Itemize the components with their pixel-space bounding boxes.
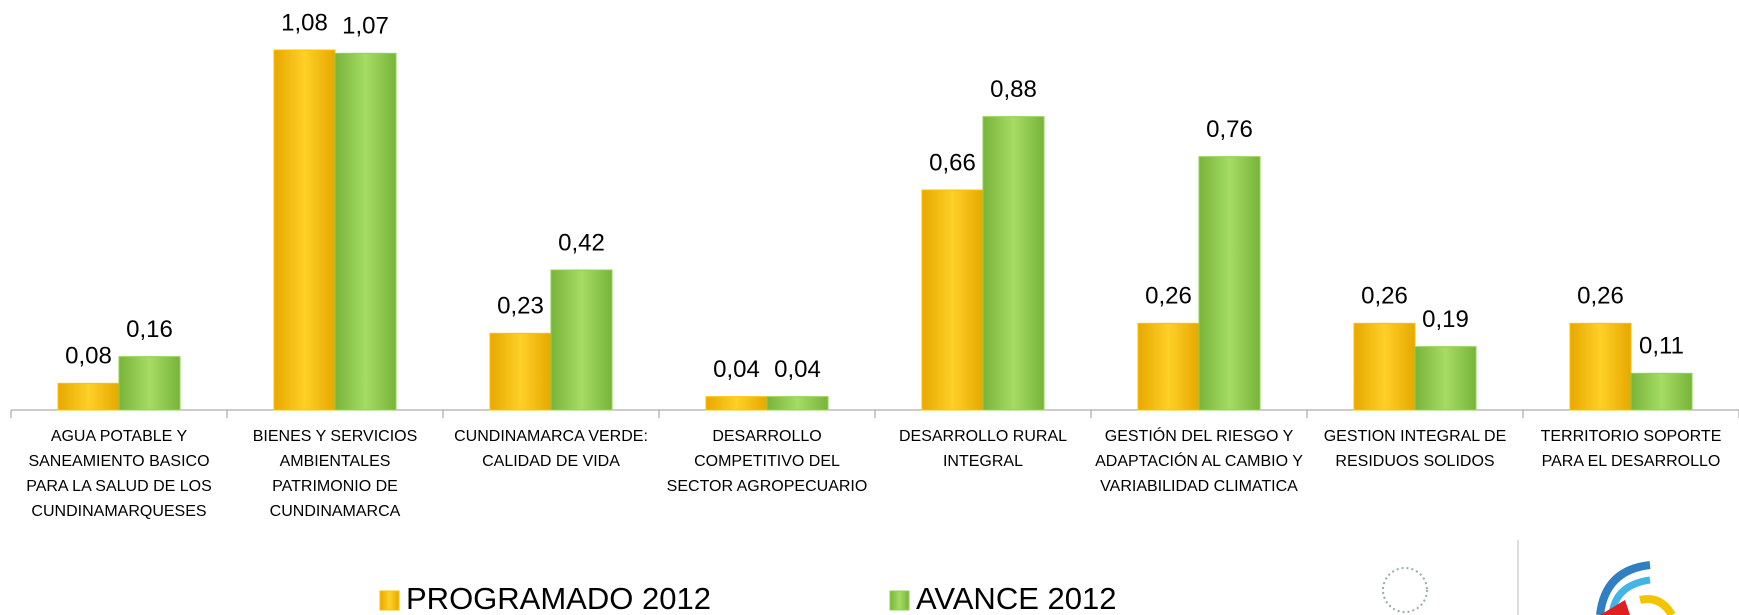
- x-tick-label: DESARROLLO RURAL INTEGRAL: [879, 424, 1087, 474]
- value-label: 0,04: [713, 356, 760, 383]
- bar: [1199, 157, 1260, 410]
- legend-label: AVANCE 2012: [916, 581, 1116, 615]
- page: 0,08 0,16 1,08 1,07 0,23 0,42 0,04 0,04 0,66 0,88…: [0, 0, 1739, 615]
- bar: [1631, 373, 1692, 410]
- legend-swatch: [890, 591, 909, 610]
- bar: [551, 270, 612, 410]
- bar: [274, 50, 335, 410]
- x-tick-label: GESTIÓN DEL RIESGO Y ADAPTACIÓN AL CAMBI…: [1095, 424, 1303, 499]
- value-label: 1,07: [342, 13, 389, 40]
- x-tick-label: GESTION INTEGRAL DE RESIDUOS SOLIDOS: [1311, 424, 1519, 474]
- value-label: 0,26: [1145, 283, 1192, 310]
- legend-swatch: [380, 591, 399, 610]
- value-label: 0,23: [497, 293, 544, 320]
- bar: [922, 190, 983, 410]
- bar: [1415, 347, 1476, 410]
- value-label: 0,19: [1422, 306, 1469, 333]
- value-label: 0,26: [1361, 283, 1408, 310]
- legend-label: PROGRAMADO 2012: [406, 581, 711, 615]
- bar: [119, 357, 180, 410]
- bar: [767, 397, 828, 410]
- x-tick-label: AGUA POTABLE Y SANEAMIENTO BASICO PARA L…: [15, 424, 223, 524]
- value-label: 0,26: [1577, 283, 1624, 310]
- bar: [335, 53, 396, 410]
- bar: [1354, 323, 1415, 410]
- value-label: 0,16: [126, 316, 173, 343]
- value-label: 1,08: [281, 9, 328, 36]
- value-label: 0,08: [65, 343, 112, 370]
- value-label: 0,88: [990, 76, 1037, 103]
- value-label: 0,76: [1206, 116, 1253, 143]
- x-tick-label: DESARROLLO COMPETITIVO DEL SECTOR AGROPE…: [663, 424, 871, 499]
- bar: [58, 383, 119, 410]
- bar: [706, 397, 767, 410]
- x-tick-label: CUNDINAMARCA VERDE: CALIDAD DE VIDA: [447, 424, 655, 474]
- bar: [1138, 323, 1199, 410]
- value-label: 0,04: [774, 356, 821, 383]
- value-label: 0,66: [929, 149, 976, 176]
- value-label: 0,11: [1639, 333, 1684, 360]
- x-tick-label: BIENES Y SERVICIOS AMBIENTALES PATRIMONI…: [231, 424, 439, 524]
- value-label: 0,42: [558, 229, 605, 256]
- bar: [490, 333, 551, 410]
- bar: [1570, 323, 1631, 410]
- logo: [1383, 540, 1672, 615]
- x-tick-label: TERRITORIO SOPORTE PARA EL DESARROLLO: [1527, 424, 1735, 474]
- bar: [983, 117, 1044, 410]
